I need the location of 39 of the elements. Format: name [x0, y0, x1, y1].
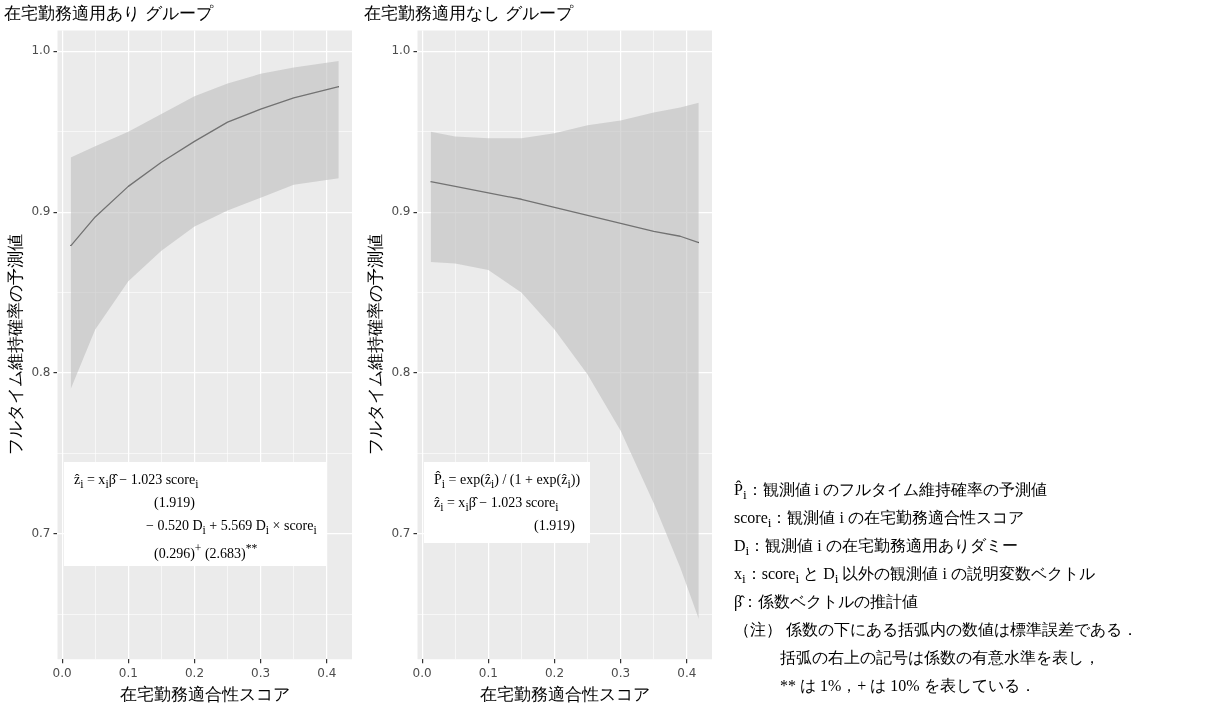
chart-title: 在宅勤務適用なし グループ	[364, 2, 575, 23]
x-axis-title: 在宅勤務適合性スコア	[479, 684, 650, 705]
y-tick-label: 0.8	[31, 365, 51, 380]
annotation: (1.919)	[153, 494, 196, 512]
x-axis-title: 在宅勤務適合性スコア	[119, 684, 290, 705]
x-tick-label: 0.0	[412, 665, 432, 680]
y-tick-label: 0.9	[391, 204, 411, 219]
text: 括弧の右上の記号は係数の有意水準を表し，	[779, 648, 1101, 668]
x-tick-label: 0.1	[478, 665, 498, 680]
x-tick-label: 0.0	[52, 665, 72, 680]
y-tick-label: 1.0	[391, 43, 411, 58]
text: D$_{i}$：観測値 i の在宅勤務適用ありダミー	[734, 536, 1019, 560]
y-tick-label: 0.9	[31, 204, 51, 219]
annotation: − 0.520 D$_{i}$ + 5.569 D$_{i}$ × score$_{i}$	[145, 517, 317, 537]
x-tick-label: 0.3	[611, 665, 631, 680]
annotation: ẑ$_{i}$ = x$_{i}$β̂ − 1.023 score$_{i}$	[434, 494, 560, 514]
text: （注） 係数の下にある括弧内の数値は標準誤差である．	[734, 620, 1138, 640]
text: x$_{i}$：score$_{i}$ と D$_{i}$ 以外の観測値 i の説明変数ベクトル	[734, 564, 1096, 588]
y-tick-label: 0.8	[391, 365, 411, 380]
x-tick-label: 0.4	[677, 665, 697, 680]
x-tick-label: 0.2	[184, 665, 205, 680]
annotation: (1.919)	[533, 517, 576, 535]
annotation: P̂$_{i}$ = exp(ẑ$_{i}$) / (1 + exp(ẑ$_{i}$))	[434, 470, 581, 491]
text: ** は 1%，+ は 10% を表している．	[779, 676, 1037, 696]
x-tick-label: 0.1	[118, 665, 138, 680]
y-tick-label: 0.7	[391, 525, 411, 540]
x-tick-label: 0.3	[251, 665, 271, 680]
text: score$_{i}$：観測値 i の在宅勤務適合性スコア	[734, 508, 1025, 532]
text: β̂：係数ベクトルの推計値	[734, 592, 920, 613]
y-tick-label: 0.7	[31, 525, 51, 540]
y-axis-title: フルタイム維持確率の予測値	[4, 234, 25, 456]
text: P̂$_{i}$：観測値 i のフルタイム維持確率の予測値	[734, 479, 1049, 504]
annotation: (0.296)$^{+}$ (2.683)$^{**}$	[153, 541, 259, 561]
y-axis-title: フルタイム維持確率の予測値	[364, 234, 385, 456]
y-tick-label: 1.0	[31, 43, 51, 58]
x-tick-label: 0.4	[317, 665, 337, 680]
annotation: ẑ$_{i}$ = x$_{i}$β̂ − 1.023 score$_{i}$	[74, 471, 200, 491]
chart-title: 在宅勤務適用あり グループ	[4, 2, 215, 23]
x-tick-label: 0.2	[544, 665, 565, 680]
